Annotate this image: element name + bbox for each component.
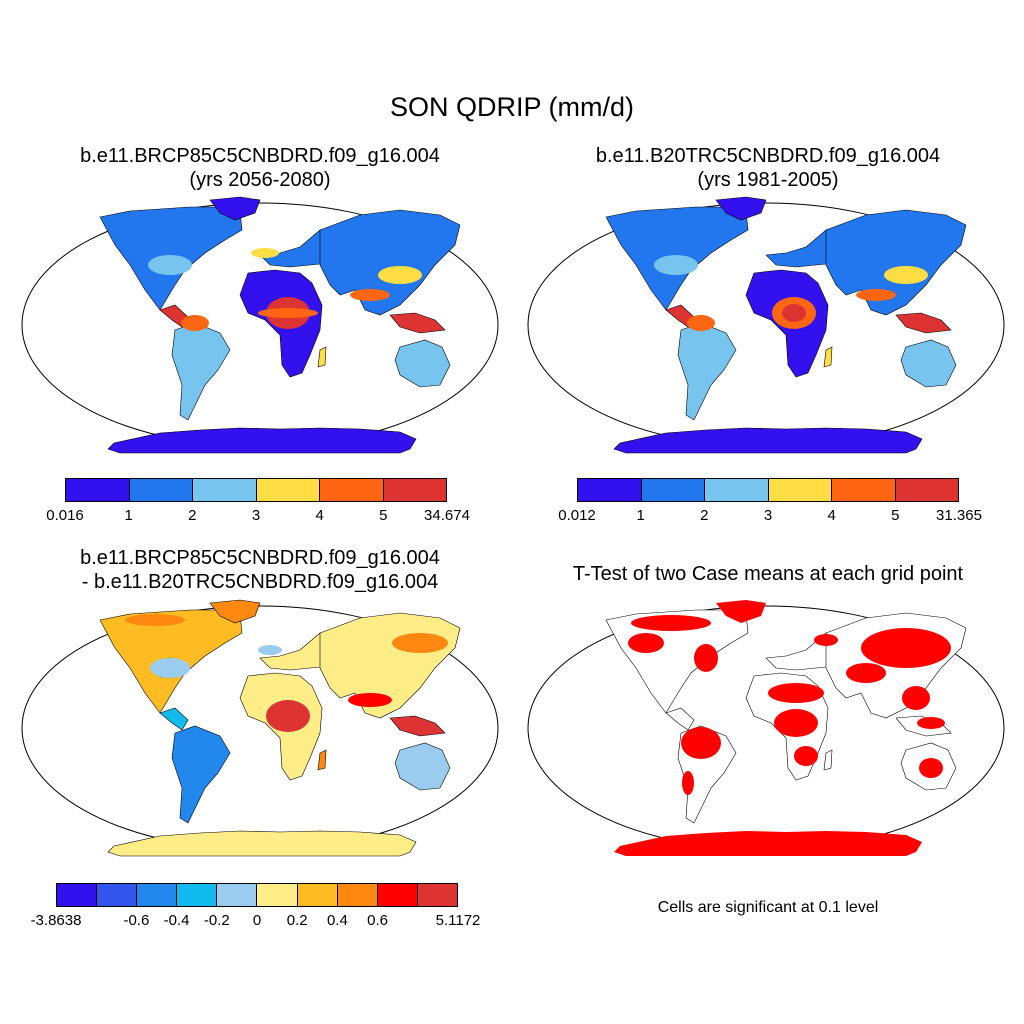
colorbar-segment: [320, 479, 384, 501]
ttest-panel-title: T-Test of two Case means at each grid po…: [572, 563, 964, 585]
case-title-line1: b.e11.BRCP85C5CNBDRD.f09_g16.004: [80, 145, 440, 167]
difference-title-line1: b.e11.BRCP85C5CNBDRD.f09_g16.004: [80, 547, 440, 569]
colorbar-segment: [129, 479, 193, 501]
colorbar-segment: [137, 884, 178, 906]
colorbar-tick-label: 4: [315, 507, 324, 524]
colorbar-tick-label: 31.365: [936, 507, 982, 524]
colorbar-segment: [97, 884, 138, 906]
ttest-map: [527, 600, 1005, 856]
control-map: [527, 196, 1005, 454]
colorbar-tick-label: 34.674: [424, 507, 470, 524]
colorbar-segment: [417, 884, 457, 906]
colorbar-segment: [297, 884, 338, 906]
colorbar-segment: [641, 479, 705, 501]
case-colorbar: [65, 478, 447, 502]
colorbar-segment: [256, 479, 320, 501]
colorbar-segment: [578, 479, 642, 501]
case-map: [11, 196, 505, 454]
colorbar-tick-label: 5.1172: [435, 912, 481, 929]
difference-colorbar: [56, 883, 458, 907]
colorbar-tick-label: 0.6: [367, 912, 389, 929]
colorbar-segment: [377, 884, 418, 906]
colorbar-tick-label: -3.8638: [30, 912, 82, 929]
colorbar-tick-label: 1: [124, 507, 133, 524]
difference-panel-title: b.e11.BRCP85C5CNBDRD.f09_g16.004 - b.e11…: [35, 546, 485, 594]
control-colorbar: [577, 478, 959, 502]
colorbar-tick-label: 0.016: [46, 507, 84, 524]
significance-cells: [614, 600, 951, 856]
colorbar-segment: [57, 884, 98, 906]
case-title-line2: (yrs 2056-2080): [189, 169, 331, 191]
colorbar-segment: [177, 884, 218, 906]
colorbar-tick-label: 3: [251, 507, 261, 524]
difference-map: [21, 599, 499, 857]
colorbar-segment: [66, 479, 130, 501]
colorbar-segment: [768, 479, 832, 501]
colorbar-segment: [383, 479, 446, 501]
control-panel-title: b.e11.B20TRC5CNBDRD.f09_g16.004 (yrs 198…: [543, 144, 993, 192]
colorbar-segment: [257, 884, 298, 906]
colorbar-segment: [705, 479, 769, 501]
colorbar-tick-label: 2: [700, 507, 709, 524]
colorbar-segment: [832, 479, 896, 501]
colorbar-tick-label: 0.012: [558, 507, 596, 524]
significance-note: Cells are significant at 0.1 level: [657, 899, 879, 916]
colorbar-tick-label: 0: [252, 912, 262, 929]
colorbar-tick-label: 4: [827, 507, 836, 524]
colorbar-tick-label: -0.4: [163, 912, 190, 929]
colorbar-tick-label: -0.6: [123, 912, 150, 929]
colorbar-tick-label: 1: [636, 507, 645, 524]
difference-title-line2: - b.e11.B20TRC5CNBDRD.f09_g16.004: [81, 571, 439, 593]
colorbar-tick-label: 2: [188, 507, 197, 524]
control-title-line1: b.e11.B20TRC5CNBDRD.f09_g16.004: [595, 145, 941, 167]
control-title-line2: (yrs 1981-2005): [697, 169, 839, 191]
case-panel-title: b.e11.BRCP85C5CNBDRD.f09_g16.004 (yrs 20…: [35, 144, 485, 192]
colorbar-tick-label: 0.4: [326, 912, 348, 929]
colorbar-segment: [337, 884, 378, 906]
colorbar-tick-label: 5: [379, 507, 388, 524]
colorbar-segment: [193, 479, 257, 501]
colorbar-segment: [217, 884, 258, 906]
figure-title: SON QDRIP (mm/d): [389, 92, 634, 122]
colorbar-segment: [895, 479, 958, 501]
colorbar-tick-label: 3: [763, 507, 773, 524]
colorbar-tick-label: 5: [891, 507, 900, 524]
colorbar-tick-label: -0.2: [203, 912, 230, 929]
colorbar-tick-label: 0.2: [286, 912, 308, 929]
